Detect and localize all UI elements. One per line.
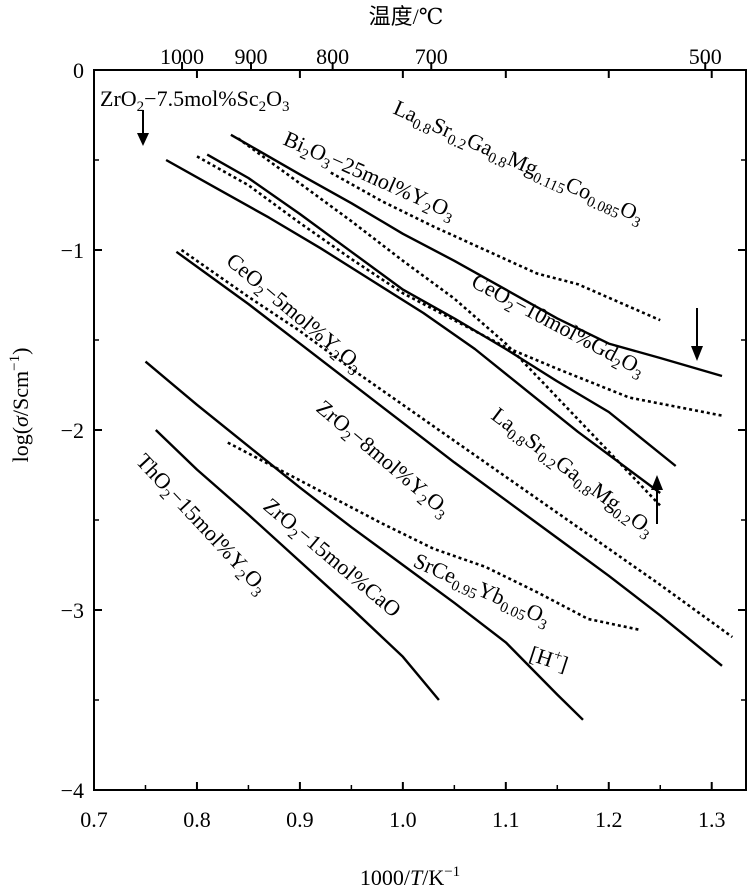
series-line xyxy=(175,250,723,667)
label-srce-yb: SrCe0.95Yb0.05O3 xyxy=(408,548,554,634)
series-line xyxy=(196,155,723,417)
label-zro2-8y2o3: ZrO2−8mol%Y2O3 xyxy=(309,395,455,525)
label-ceo2-y2o3: CeO2−5mol%Y2O3 xyxy=(219,248,368,380)
label-ceo2-gd2o3: CeO2−10mol%Gd2O3 xyxy=(466,268,650,384)
series-line xyxy=(154,429,440,701)
series-line xyxy=(330,171,661,322)
series-line xyxy=(144,360,584,721)
x-tick-label: 0.9 xyxy=(286,807,314,832)
x-axis-label: 1000/T/K−1 xyxy=(360,864,460,890)
arrow-la-co xyxy=(691,308,703,361)
series-line xyxy=(237,137,662,507)
series-lines xyxy=(144,133,734,721)
top-axis-label: 温度/℃ xyxy=(369,4,444,29)
top-tick-label: 500 xyxy=(689,44,722,69)
label-la-sr-ga-mg-co: La0.8Sr0.2Ga0.8Mg0.115Co0.085O3 xyxy=(388,95,648,232)
series-line xyxy=(206,153,677,467)
arrow-zro2-sc2o3 xyxy=(137,110,149,146)
axis-ticks: 0.7 0.8 0.9 1.0 1.1 1.2 1.3 0 −1 −2 −3 −4 1000 900 800… xyxy=(61,44,746,832)
top-tick-label: 1000 xyxy=(160,44,204,69)
x-tick-label: 1.3 xyxy=(698,807,726,832)
top-tick-label: 700 xyxy=(415,44,448,69)
x-tick-label: 0.8 xyxy=(183,807,211,832)
x-tick-label: 1.1 xyxy=(492,807,520,832)
y-axis-label: log(σ/Scm−1) xyxy=(7,348,33,463)
plot-frame xyxy=(93,69,747,791)
label-zro2-sc2o3: ZrO2−7.5mol%Sc2O3 xyxy=(100,86,290,115)
label-tho2-y2o3: ThO2−15mol%Y2O3 xyxy=(128,448,273,601)
series-line xyxy=(165,158,661,494)
arrow-la-mg xyxy=(651,475,663,524)
y-tick-label: −1 xyxy=(61,238,84,263)
series-line xyxy=(230,133,723,378)
top-tick-label: 800 xyxy=(316,44,349,69)
y-tick-label: −2 xyxy=(61,418,84,443)
x-tick-label: 1.0 xyxy=(389,807,417,832)
series-line xyxy=(180,248,734,639)
y-tick-label: −4 xyxy=(61,778,84,803)
y-tick-label: 0 xyxy=(73,58,84,83)
top-tick-label: 900 xyxy=(235,44,268,69)
x-tick-label: 1.2 xyxy=(595,807,623,832)
y-tick-label: −3 xyxy=(61,598,84,623)
x-tick-label: 0.7 xyxy=(80,807,108,832)
